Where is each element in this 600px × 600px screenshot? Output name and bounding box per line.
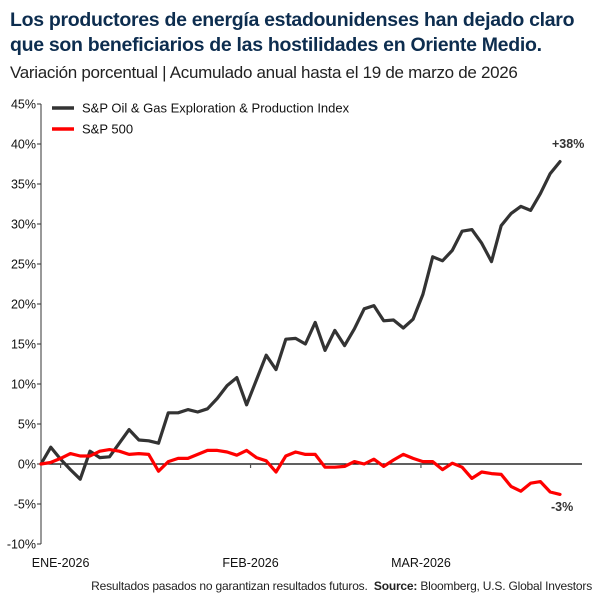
y-tick-label: 25% bbox=[11, 258, 36, 272]
y-tick-label: 35% bbox=[11, 178, 36, 192]
y-tick-label: -10% bbox=[7, 538, 36, 552]
y-tick-label: 15% bbox=[11, 338, 36, 352]
legend-label-sp500: S&P 500 bbox=[82, 122, 133, 137]
chart-title: Los productores de energía estadounidens… bbox=[10, 9, 575, 56]
x-tick-label: MAR-2026 bbox=[391, 556, 451, 570]
legend: S&P Oil & Gas Exploration & Production I… bbox=[52, 101, 350, 137]
y-axis: -10% -5% 0% 5% 10% 15% 20% 25% 30% 35% 40% 45% bbox=[7, 98, 42, 552]
y-tick-label: 45% bbox=[11, 98, 36, 112]
footer: Resultados pasados no garantizan resulta… bbox=[91, 579, 592, 593]
y-tick-label: 5% bbox=[18, 418, 36, 432]
footer-source-label: Source: bbox=[373, 579, 418, 593]
x-tick-label: ENE-2026 bbox=[32, 556, 90, 570]
y-tick-label: 10% bbox=[11, 378, 36, 392]
end-label-oil-gas: +38% bbox=[552, 137, 584, 151]
x-axis: ENE-2026 FEB-2026 MAR-2026 bbox=[32, 463, 582, 570]
series-line-oil-gas bbox=[39, 160, 562, 481]
y-tick-label: 40% bbox=[11, 138, 36, 152]
chart-subtitle: Variación porcentual | Acumulado anual h… bbox=[10, 63, 518, 82]
end-label-sp500: -3% bbox=[551, 500, 573, 514]
series-line-sp500 bbox=[39, 448, 562, 496]
footer-source-text: Bloomberg, U.S. Global Investors bbox=[420, 579, 592, 593]
y-tick-label: 30% bbox=[11, 218, 36, 232]
y-tick-label: -5% bbox=[14, 498, 36, 512]
y-tick-label: 20% bbox=[11, 298, 36, 312]
footer-disclaimer: Resultados pasados no garantizan resulta… bbox=[91, 579, 368, 593]
series-layer bbox=[39, 160, 562, 496]
y-tick-label: 0% bbox=[18, 458, 36, 472]
x-tick-label: FEB-2026 bbox=[222, 556, 278, 570]
legend-label-oil-gas: S&P Oil & Gas Exploration & Production I… bbox=[82, 101, 350, 116]
